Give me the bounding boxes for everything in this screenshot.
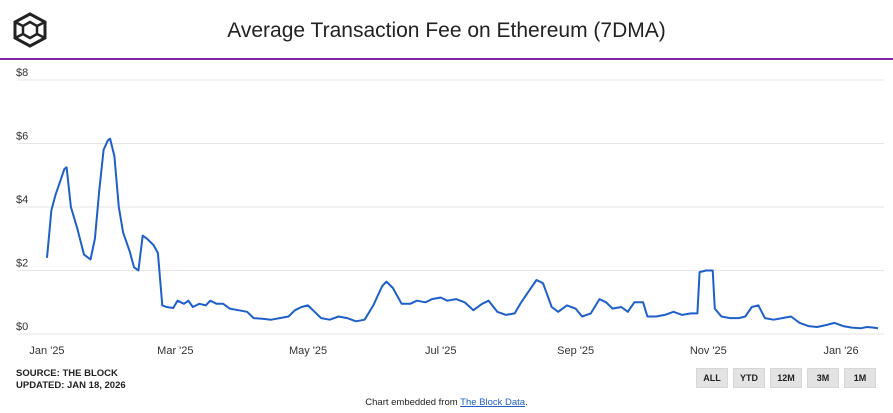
range-selector: ALL YTD 12M 3M 1M [696,368,876,388]
range-3m-button[interactable]: 3M [807,368,839,388]
embed-suffix: . [525,397,528,408]
y-tick-label: $8 [16,67,28,79]
x-tick-label: Jan '26 [823,345,858,357]
x-tick-label: Jul '25 [425,345,456,357]
source-label: SOURCE: THE BLOCK [16,368,118,379]
range-12m-button[interactable]: 12M [770,368,802,388]
chart-header: Average Transaction Fee on Ethereum (7DM… [0,0,893,60]
y-tick-label: $4 [16,194,28,206]
x-tick-label: Jan '25 [29,345,64,357]
the-block-data-link[interactable]: The Block Data [460,397,526,408]
embed-prefix: Chart embedded from [365,397,461,408]
chart-plot-area[interactable]: $0 $2 $4 $6 $8 Jan '25 Mar '25 May '25 Jul '25 S… [0,60,893,360]
range-ytd-button[interactable]: YTD [733,368,765,388]
range-all-button[interactable]: ALL [696,368,728,388]
the-block-logo-icon[interactable] [12,12,48,48]
x-tick-label: Mar '25 [157,345,193,357]
x-tick-label: May '25 [289,345,327,357]
x-tick-label: Nov '25 [690,345,727,357]
series-line[interactable] [46,137,879,330]
source-note: SOURCE: THE BLOCK UPDATED: JAN 18, 2026 [16,368,126,392]
range-1m-button[interactable]: 1M [844,368,876,388]
series-lines [46,137,879,330]
y-tick-label: $2 [16,258,28,270]
y-tick-label: $0 [16,321,28,333]
x-tick-label: Sep '25 [557,345,594,357]
updated-label: UPDATED: JAN 18, 2026 [16,380,126,391]
x-axis-ticks: Jan '25 Mar '25 May '25 Jul '25 Sep '25 Nov '… [29,345,858,357]
header-divider [0,58,893,60]
y-tick-label: $6 [16,131,28,143]
chart-title: Average Transaction Fee on Ethereum (7DM… [227,19,666,42]
embed-credit: Chart embedded from The Block Data. [0,397,893,408]
gridlines [17,79,884,335]
y-axis-ticks: $0 $2 $4 $6 $8 [16,67,28,333]
